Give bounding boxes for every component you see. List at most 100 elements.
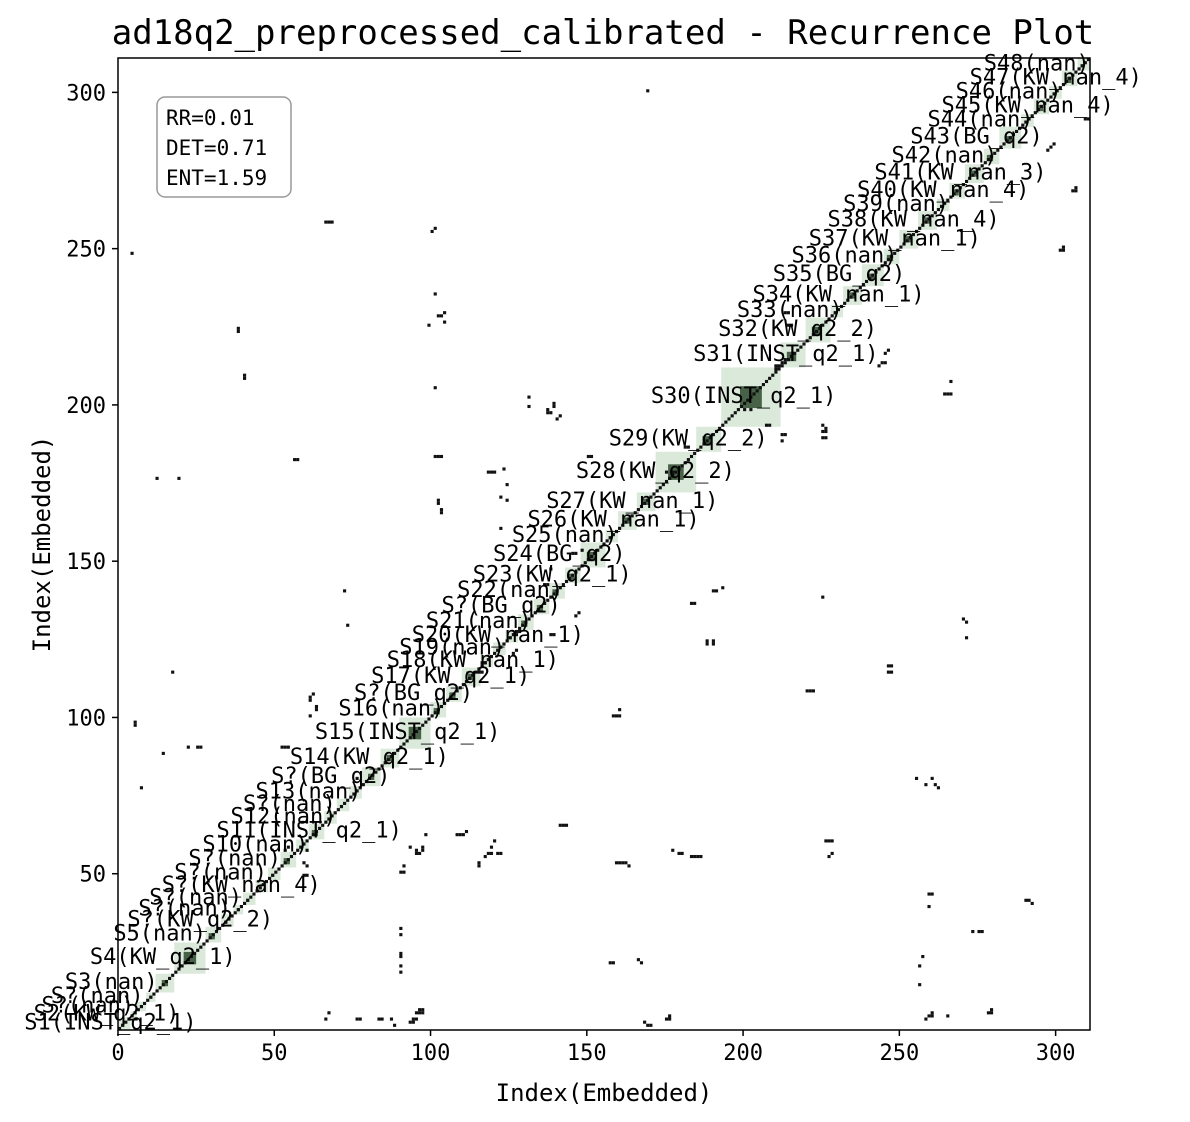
diagonal-point [355,789,359,793]
diagonal-point [711,433,715,437]
diagonal-point [868,276,872,280]
recurrence-point [424,833,428,837]
diagonal-point [383,761,387,765]
recurrence-point [505,483,509,487]
diagonal-point [468,676,472,680]
diagonal-point [677,467,681,471]
recurrence-point [155,476,159,480]
diagonal-point [518,626,522,630]
diagonal-point [977,167,981,171]
recurrence-point [711,639,715,643]
diagonal-point [161,983,165,987]
recurrence-point [886,348,890,352]
recurrence-point [433,292,437,296]
diagonal-point [396,748,400,752]
recurrence-point [477,670,481,674]
recurrence-point [1024,898,1028,902]
recurrence-point [886,670,890,674]
recurrence-point [636,958,640,962]
diagonal-point [658,486,662,490]
diagonal-point [643,501,647,505]
diagonal-point [302,842,306,846]
diagonal-point [1039,104,1044,109]
recurrence-point [443,311,447,315]
stats-box-frame [156,96,292,198]
diagonal-point [214,929,219,934]
diagonal-point [689,454,694,459]
diagonal-point [818,326,822,330]
recurrence-point [693,854,697,859]
diagonal-point [455,689,459,693]
diagonal-point [164,979,169,984]
diagonal-point [258,886,262,890]
recurrence-point [649,1023,653,1027]
recurrence-point [821,436,825,440]
diagonal-point [586,558,590,562]
segment-label: S?(nan) [174,861,267,886]
recurrence-point [433,454,437,459]
diagonal-point [933,211,937,215]
diagonal-point [193,951,197,955]
recurrence-point [236,326,240,330]
diagonal-point [877,267,881,271]
recurrence-point [518,629,522,634]
segment-label: S24(BG_q2) [493,542,625,567]
recurrence-point [499,851,503,855]
diagonal-point [821,323,825,327]
diagonal-point [1074,70,1078,74]
recurrence-point [477,861,481,865]
diagonal-point [908,236,912,240]
recurrence-point [889,664,894,668]
segment-label: S21(nan) [426,609,532,634]
diagonal-point [639,504,644,509]
diagonal-point [558,586,562,590]
diagonal-point [514,629,519,634]
diagonal-point [149,995,153,999]
diagonal-point [261,883,265,887]
recurrence-point [496,851,500,855]
segment-label: S?(KW_q2_2) [127,908,273,933]
diagonal-point [811,333,815,337]
recurrence-point [418,1008,422,1012]
diagonal-point [555,589,559,593]
diagonal-point [999,145,1003,149]
diagonal-point [936,208,940,212]
diagonal-point [343,801,347,805]
recurrence-point [461,833,465,837]
recurrence-point [324,1017,328,1021]
diagonal-point [286,858,290,862]
recurrence-point [436,314,440,318]
recurrence-point [808,689,812,693]
recurrence-point [480,670,484,674]
recurrence-point [499,526,503,530]
diagonal-point [421,723,425,727]
diagonal-point [474,670,478,674]
diagonal-point [1086,58,1090,62]
diagonal-point [827,317,831,321]
plot-frame [117,57,1091,1031]
diagonal-point [893,251,897,255]
recurrence-point [380,1017,384,1021]
recurrence-point [930,1014,934,1018]
recurrence-point [883,361,887,365]
recurrence-point [414,1017,419,1021]
recurrence-point [777,364,781,368]
recurrence-point [805,689,809,693]
diagonal-point [602,542,606,546]
recurrence-point [305,873,309,877]
recurrence-point [608,961,612,965]
recurrence-point [624,861,628,865]
diagonal-point [605,539,609,543]
diagonal-point [427,717,431,721]
diagonal-point [349,795,353,799]
diagonal-point [768,376,772,380]
recurrence-point [527,404,531,409]
recurrence-point [668,1014,672,1018]
segment-label: S14(KW_q2_1) [290,745,449,770]
diagonal-point [283,861,287,865]
diagonal-point [1021,123,1025,127]
diagonal-point [293,851,297,855]
diagonal-point [771,373,775,377]
recurrence-point [1086,117,1090,121]
recurrence-point [399,954,403,959]
